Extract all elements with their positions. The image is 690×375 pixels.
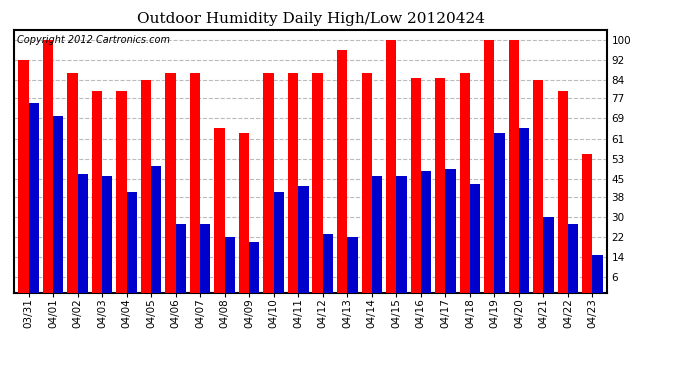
Bar [176, 224, 186, 292]
Bar [421, 171, 431, 292]
Bar [151, 166, 161, 292]
Bar [28, 103, 39, 292]
Bar [239, 134, 249, 292]
Bar [67, 73, 77, 292]
Bar [288, 73, 298, 292]
Bar [274, 192, 284, 292]
Bar [225, 237, 235, 292]
Bar [470, 184, 480, 292]
Bar [323, 234, 333, 292]
Bar [92, 91, 102, 292]
Bar [18, 60, 28, 292]
Bar [593, 255, 603, 292]
Bar [43, 40, 53, 292]
Bar [117, 91, 126, 292]
Bar [298, 186, 308, 292]
Bar [484, 40, 495, 292]
Bar [190, 73, 200, 292]
Bar [396, 176, 406, 292]
Bar [460, 73, 470, 292]
Bar [582, 154, 593, 292]
Bar [249, 242, 259, 292]
Bar [386, 40, 396, 292]
Bar [362, 73, 372, 292]
Bar [141, 81, 151, 292]
Bar [372, 176, 382, 292]
Bar [313, 73, 323, 292]
Bar [568, 224, 578, 292]
Bar [77, 174, 88, 292]
Bar [264, 73, 274, 292]
Bar [445, 169, 455, 292]
Text: Copyright 2012 Cartronics.com: Copyright 2012 Cartronics.com [17, 35, 170, 45]
Bar [509, 40, 519, 292]
Bar [347, 237, 357, 292]
Bar [558, 91, 568, 292]
Bar [166, 73, 176, 292]
Bar [544, 217, 554, 292]
Bar [495, 134, 504, 292]
Bar [102, 176, 112, 292]
Bar [200, 224, 210, 292]
Bar [215, 128, 225, 292]
Bar [126, 192, 137, 292]
Bar [337, 50, 347, 292]
Bar [435, 78, 445, 292]
Bar [519, 128, 529, 292]
Bar [53, 116, 63, 292]
Title: Outdoor Humidity Daily High/Low 20120424: Outdoor Humidity Daily High/Low 20120424 [137, 12, 484, 26]
Bar [411, 78, 421, 292]
Bar [533, 81, 544, 292]
